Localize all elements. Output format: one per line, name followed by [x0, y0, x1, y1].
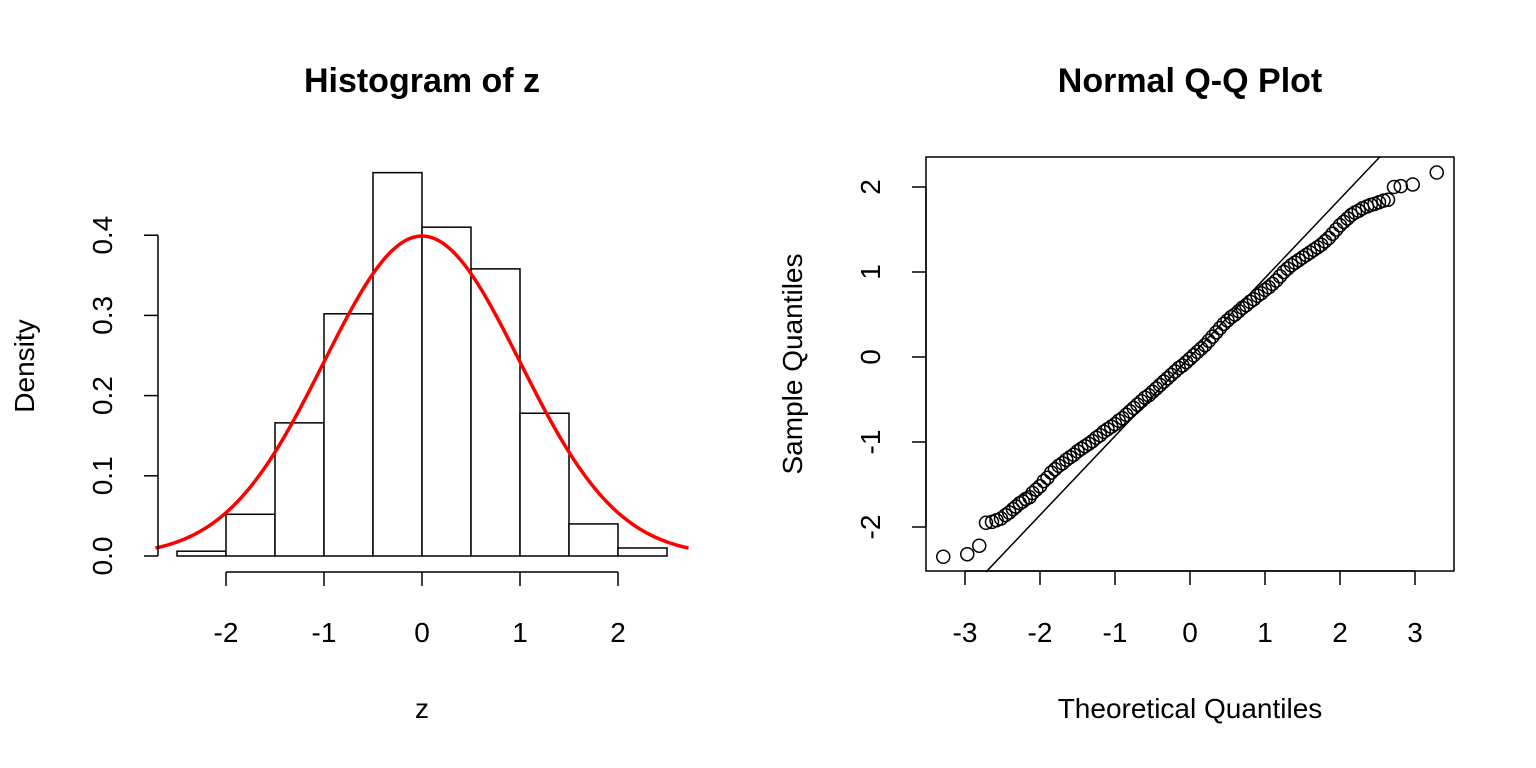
qq-point	[1269, 273, 1284, 288]
histogram-x-tick-label: 0	[414, 617, 430, 648]
qq-point	[1332, 218, 1348, 233]
qq-point	[1100, 422, 1115, 437]
qq-point	[1164, 367, 1179, 383]
histogram-bars	[176, 171, 668, 557]
histogram-y-tick-label: 0.2	[87, 376, 118, 415]
qq-point	[1380, 192, 1396, 207]
qq-point	[1077, 439, 1093, 454]
qq-y-tick-label: 2	[855, 179, 886, 195]
qq-point	[978, 515, 994, 530]
qq-x-tick-label: 1	[1257, 617, 1273, 648]
histogram-y-tick-label: 0.0	[87, 537, 118, 576]
qq-point	[1317, 234, 1333, 249]
qq-point	[1126, 400, 1141, 416]
qq-point	[1130, 397, 1145, 412]
qq-point	[1201, 333, 1216, 349]
histogram-y-tick-label: 0.4	[87, 216, 118, 255]
qq-point	[1190, 344, 1205, 360]
qq-plot-title: Normal Q-Q Plot	[1058, 62, 1322, 100]
qq-point	[1295, 250, 1310, 265]
qq-point	[1160, 371, 1175, 386]
qq-point	[1405, 177, 1420, 192]
qq-point	[1029, 482, 1044, 497]
qq-point	[1284, 257, 1299, 273]
qq-plot-panel: Normal Q-Q Plot -3 -2 -1 0 1 2 3 -2 -1 0 1 2 Theor…	[777, 62, 1455, 724]
qq-y-tick-label: 0	[855, 349, 886, 365]
histogram-x-tick-label: 2	[610, 617, 626, 648]
qq-point	[1122, 404, 1138, 419]
histogram-y-tick-label: 0.1	[87, 456, 118, 495]
qq-points	[936, 165, 1444, 564]
histogram-x-tick-label: -2	[214, 617, 239, 648]
histogram-bar	[372, 171, 423, 557]
qq-x-tick-label: -2	[1028, 617, 1053, 648]
histogram-panel: Histogram of z -2 -1 0 1 2 0.0 0.1 0.2 0.3 0.4 z…	[9, 62, 689, 724]
qq-point	[1321, 230, 1336, 246]
histogram-y-axis: 0.0 0.1 0.2 0.3 0.4	[87, 216, 159, 576]
qq-point	[1344, 207, 1359, 223]
histogram-bar	[519, 412, 570, 557]
histogram-y-tick-label: 0.3	[87, 296, 118, 335]
histogram-bar	[323, 313, 374, 557]
qq-point	[1336, 214, 1351, 230]
histogram-x-tick-label: -1	[312, 617, 337, 648]
qq-point	[1197, 337, 1213, 353]
qq-y-tick-label: -1	[855, 430, 886, 455]
qq-point	[1429, 165, 1444, 180]
qq-point	[936, 549, 951, 564]
qq-y-label: Sample Quantiles	[777, 253, 808, 474]
histogram-bar	[176, 550, 227, 557]
qq-y-tick-label: -2	[855, 515, 886, 540]
qq-point	[1329, 222, 1344, 237]
qq-x-axis: -3 -2 -1 0 1 2 3	[953, 570, 1423, 648]
qq-x-tick-label: -1	[1103, 617, 1128, 648]
histogram-x-tick-label: 1	[512, 617, 528, 648]
qq-point	[1265, 276, 1280, 292]
qq-point	[1156, 374, 1171, 389]
qq-x-tick-label: -3	[953, 617, 978, 648]
qq-point	[1291, 252, 1306, 268]
qq-y-tick-label: 1	[855, 264, 886, 280]
histogram-x-label: z	[415, 693, 429, 724]
histogram-bar	[421, 226, 472, 557]
histogram-x-axis: -2 -1 0 1 2	[214, 571, 626, 648]
qq-y-axis: -2 -1 0 1 2	[855, 179, 927, 540]
qq-point	[1205, 329, 1220, 344]
qq-point	[1182, 351, 1198, 366]
qq-point	[960, 546, 975, 562]
histogram-bar	[568, 523, 619, 557]
normal-density-curve	[155, 234, 689, 550]
qq-x-tick-label: 3	[1407, 617, 1423, 648]
qq-point	[1287, 255, 1303, 270]
qq-point	[1212, 320, 1228, 336]
qq-point	[1386, 179, 1402, 195]
qq-point	[1186, 348, 1201, 363]
qq-point	[1351, 203, 1366, 219]
histogram-title: Histogram of z	[304, 62, 540, 100]
qq-x-tick-label: 0	[1182, 617, 1198, 648]
qq-point	[1036, 473, 1051, 489]
qq-point	[1096, 424, 1111, 440]
qq-point	[1276, 264, 1291, 280]
qq-point	[1302, 245, 1318, 260]
histogram-bar	[225, 513, 276, 557]
histogram-bar	[617, 547, 668, 557]
qq-point	[1194, 341, 1209, 356]
qq-point	[1272, 269, 1288, 284]
qq-point	[1393, 178, 1408, 194]
qq-point	[1074, 441, 1089, 457]
qq-x-tick-label: 2	[1332, 617, 1348, 648]
qq-point	[1325, 226, 1340, 241]
qq-point	[1070, 444, 1085, 459]
qq-x-label: Theoretical Quantiles	[1058, 693, 1323, 724]
qq-point	[1306, 242, 1321, 258]
histogram-y-label: Density	[9, 319, 40, 412]
qq-point	[1059, 452, 1074, 468]
histogram-bar	[274, 422, 325, 557]
qq-point	[1299, 247, 1314, 263]
qq-point	[1209, 325, 1224, 340]
qq-point	[1216, 316, 1231, 332]
qq-point	[972, 538, 987, 553]
